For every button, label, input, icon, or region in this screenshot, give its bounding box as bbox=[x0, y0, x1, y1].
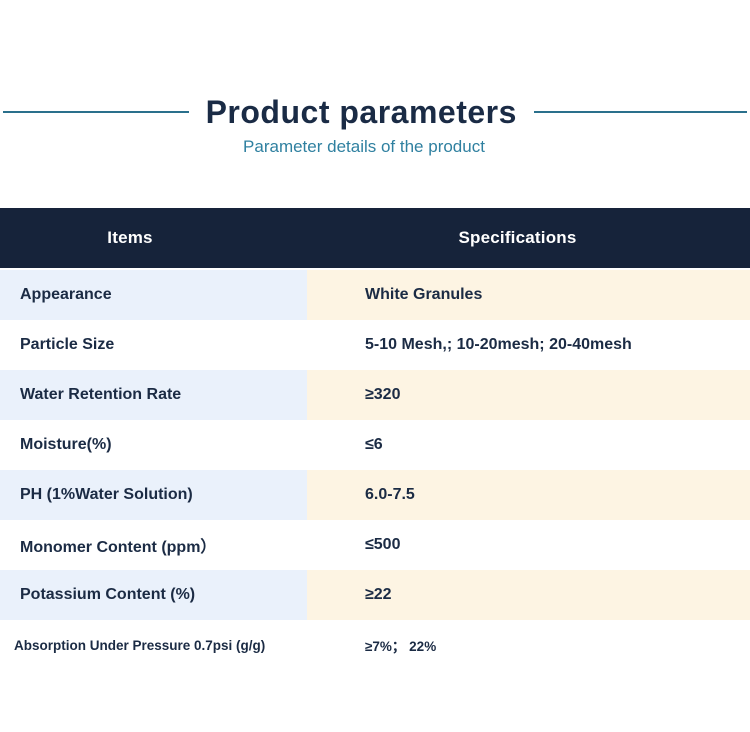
item-cell: Particle Size bbox=[20, 336, 115, 353]
spec-cell: White Granules bbox=[307, 270, 750, 320]
table-row: Absorption Under Pressure 0.7psi (g/g) ≥… bbox=[0, 620, 750, 670]
spec-table: Items Specifications Appearance White Gr… bbox=[0, 208, 750, 670]
item-cell: Water Retention Rate bbox=[0, 370, 307, 420]
column-header-specifications: Specifications bbox=[458, 228, 577, 247]
item-cell: Monomer Content (ppm） bbox=[20, 539, 217, 556]
spec-cell: ≤6 bbox=[365, 436, 383, 453]
table-row: Appearance White Granules bbox=[0, 270, 750, 320]
spec-cell: ≥22 bbox=[307, 570, 750, 620]
spec-cell: 6.0-7.5 bbox=[307, 470, 750, 520]
title-divider-left bbox=[3, 111, 189, 113]
title-block: Product parameters Parameter details of … bbox=[0, 0, 750, 158]
column-header-items: Items bbox=[107, 228, 153, 247]
item-cell: Moisture(%) bbox=[20, 436, 112, 453]
page-title: Product parameters bbox=[205, 94, 517, 130]
table-row: Potassium Content (%) ≥22 bbox=[0, 570, 750, 620]
item-cell: Absorption Under Pressure 0.7psi (g/g) bbox=[14, 637, 266, 653]
title-row: Product parameters bbox=[0, 93, 750, 131]
spec-cell: ≥7%； 22% bbox=[365, 639, 437, 654]
table-header-row: Items Specifications bbox=[0, 208, 750, 268]
item-cell: Appearance bbox=[0, 270, 307, 320]
item-cell: Potassium Content (%) bbox=[0, 570, 307, 620]
table-row: Water Retention Rate ≥320 bbox=[0, 370, 750, 420]
page-subtitle: Parameter details of the product bbox=[243, 137, 485, 156]
table-row: Monomer Content (ppm） ≤500 bbox=[0, 520, 750, 570]
spec-cell: 5-10 Mesh,; 10-20mesh; 20-40mesh bbox=[365, 336, 632, 353]
table-row: Particle Size 5-10 Mesh,; 10-20mesh; 20-… bbox=[0, 320, 750, 370]
spec-cell: ≥320 bbox=[307, 370, 750, 420]
table-row: Moisture(%) ≤6 bbox=[0, 420, 750, 470]
spec-cell: ≤500 bbox=[365, 536, 401, 553]
item-cell: PH (1%Water Solution) bbox=[0, 470, 307, 520]
title-divider-right bbox=[533, 111, 747, 113]
table-row: PH (1%Water Solution) 6.0-7.5 bbox=[0, 470, 750, 520]
